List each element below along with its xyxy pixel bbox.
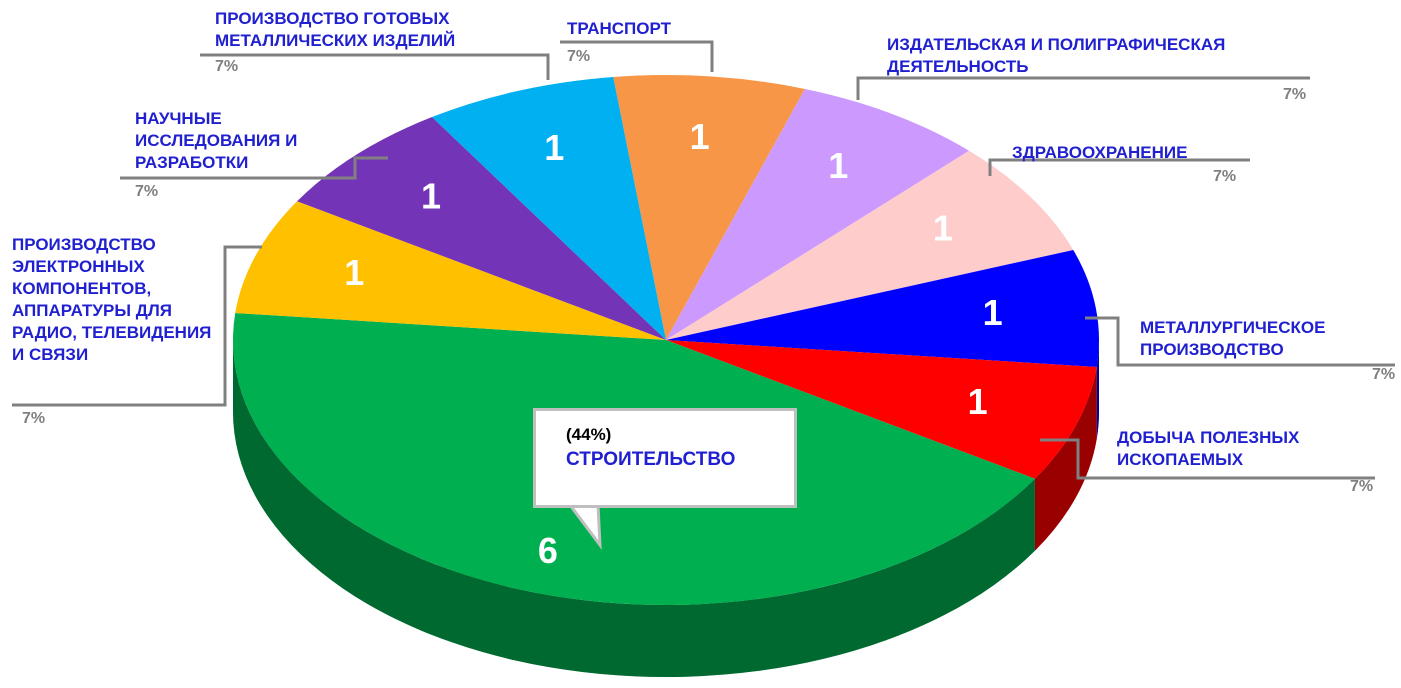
- leader-line: [12, 245, 262, 407]
- category-label: ДОБЫЧА ПОЛЕЗНЫХ ИСКОПАЕМЫХ: [1117, 428, 1300, 469]
- leader-line: [200, 53, 550, 80]
- slice-shade: [1096, 340, 1099, 440]
- slice-shade: [1034, 367, 1097, 551]
- leader-line: [856, 76, 1310, 100]
- value-label: 1: [828, 145, 848, 186]
- category-label: НАУЧНЫЕ ИССЛЕДОВАНИЯ И РАЗРАБОТКИ: [135, 109, 298, 172]
- category-label: ЗДРАВООХРАНЕНИЕ: [1012, 143, 1188, 162]
- category-label: ИЗДАТЕЛЬСКАЯ И ПОЛИГРАФИЧЕСКАЯ ДЕЯТЕЛЬНО…: [887, 35, 1226, 76]
- percent-label: 7%: [567, 48, 591, 65]
- slice-side: [233, 340, 1035, 678]
- callout: (44%) СТРОИТЕЛЬСТВО: [533, 408, 797, 508]
- category-label: ТРАНСПОРТ: [567, 19, 672, 38]
- value-label: 1: [690, 116, 710, 157]
- slice: [666, 89, 970, 340]
- percent-label: 7%: [1350, 478, 1374, 495]
- percent-label: 7%: [1283, 86, 1307, 103]
- value-label: 1: [421, 176, 441, 217]
- percent-label: 7%: [135, 183, 159, 200]
- slice: [666, 249, 1099, 368]
- percent-label: 7%: [215, 58, 239, 75]
- percent-label: 7%: [22, 410, 46, 427]
- slice: [431, 76, 666, 340]
- percent-label: 7%: [1372, 366, 1396, 383]
- slice: [235, 201, 667, 340]
- percent-label: (44%): [566, 425, 612, 444]
- leader-line: [120, 156, 388, 180]
- slice: [666, 340, 1097, 479]
- leader-line: [560, 40, 714, 72]
- value-label: 1: [933, 208, 953, 249]
- category-label: МЕТАЛЛУРГИЧЕСКОЕ ПРОИЗВОДСТВО: [1140, 318, 1326, 359]
- leader-line: [988, 158, 1250, 176]
- leader-line: [1085, 316, 1395, 367]
- value-label: 6: [538, 530, 558, 571]
- value-label: 1: [983, 292, 1003, 333]
- slice-shade: [233, 340, 1035, 678]
- slice-side: [1096, 340, 1099, 440]
- leader-line: [1040, 438, 1375, 480]
- value-label: 1: [344, 252, 364, 293]
- category-label: ПРОИЗВОДСТВО ГОТОВЫХ МЕТАЛЛИЧЕСКИХ ИЗДЕЛ…: [215, 9, 456, 50]
- percent-label: 7%: [1213, 168, 1237, 185]
- slice: [297, 117, 666, 341]
- value-label: 1: [544, 127, 564, 168]
- category-label: СТРОИТЕЛЬСТВО: [566, 449, 736, 470]
- value-label: 1: [968, 381, 988, 422]
- slice-side: [1034, 367, 1097, 551]
- category-label: ПРОИЗВОДСТВО ЭЛЕКТРОННЫХ КОМПОНЕНТОВ, АП…: [12, 235, 212, 364]
- slice: [666, 150, 1074, 340]
- slice: [613, 75, 805, 340]
